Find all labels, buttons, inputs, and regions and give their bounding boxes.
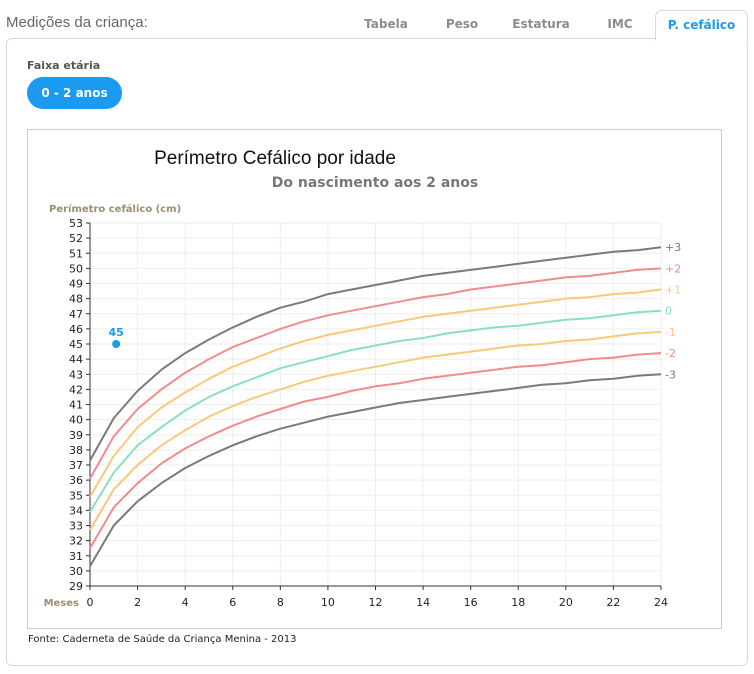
page-title: Medições da criança: (6, 14, 148, 31)
x-tick-label: 20 (559, 596, 573, 609)
x-tick-label: 18 (511, 596, 525, 609)
y-tick-label: 48 (69, 293, 83, 306)
x-tick-label: 0 (87, 596, 94, 609)
x-tick-label: 10 (321, 596, 335, 609)
y-tick-label: 42 (69, 383, 83, 396)
growth-chart: 2930313233343536373839404142434445464748… (44, 148, 682, 609)
y-tick-label: 36 (69, 474, 83, 487)
series-line (89, 246, 662, 461)
y-tick-label: 30 (69, 565, 83, 578)
y-tick-label: 44 (69, 353, 83, 366)
chart-container: 29 30 31 32 33 34 35 36 37 38 39 40 41 42 43 44 45 46 47 48… (27, 129, 722, 629)
series-label: -3 (665, 368, 676, 381)
x-tick-label: 6 (229, 596, 236, 609)
series-line (89, 330, 662, 531)
y-tick-label: 45 (69, 338, 83, 351)
x-axis-title: Meses (44, 598, 79, 609)
series-label: +1 (665, 284, 681, 297)
chart-axes: 2930313233343536373839404142434445464748… (69, 217, 668, 609)
x-tick-label: 8 (277, 596, 284, 609)
y-tick-label: 35 (69, 489, 83, 502)
y-tick-label: 40 (69, 414, 83, 427)
y-tick-label: 39 (69, 429, 83, 442)
series-label: -2 (665, 347, 676, 360)
x-tick-label: 4 (182, 596, 189, 609)
x-tick-label: 22 (606, 596, 620, 609)
y-tick-label: 37 (69, 459, 83, 472)
series-label: +2 (665, 262, 681, 275)
x-tick-label: 24 (654, 596, 668, 609)
chart-title: Perímetro Cefálico por idade (154, 148, 396, 169)
y-tick-label: 32 (69, 535, 83, 548)
x-tick-label: 14 (416, 596, 430, 609)
chart-series: +3 +2 +1 0 -1 -2 -3 45 (89, 241, 681, 567)
y-tick-label: 33 (69, 520, 83, 533)
y-tick-label: 52 (69, 232, 83, 245)
tab-imc[interactable]: IMC (607, 17, 633, 31)
y-tick-label: 49 (69, 278, 83, 291)
y-tick-label: 34 (69, 504, 83, 517)
series-line (89, 373, 662, 567)
series-line (89, 352, 662, 549)
series-label: +3 (665, 241, 681, 254)
series-line (89, 309, 662, 513)
measurement-point (112, 340, 121, 348)
x-tick-label: 12 (369, 596, 383, 609)
y-tick-label: 29 (69, 580, 83, 593)
y-tick-label: 51 (69, 247, 83, 260)
y-tick-label: 53 (69, 217, 83, 230)
source-note: Fonte: Caderneta de Saúde da Criança Men… (28, 634, 297, 645)
series-line (89, 288, 662, 498)
chart-subtitle: Do nascimento aos 2 anos (272, 175, 478, 191)
age-range-button[interactable]: 0 - 2 anos (27, 77, 122, 109)
x-tick-label: 2 (134, 596, 141, 609)
series-line (89, 267, 662, 480)
series-label: 0 (665, 305, 672, 318)
tab-tabela[interactable]: Tabela (364, 17, 408, 31)
series-label: -1 (665, 326, 676, 339)
x-tick-label: 16 (464, 596, 478, 609)
tab-perimetro-cefalico[interactable]: P. cefálico (655, 10, 748, 41)
y-tick-label: 47 (69, 308, 83, 321)
measurement-label: 45 (109, 326, 124, 339)
age-range-label: Faixa etária (27, 59, 101, 72)
tab-estatura[interactable]: Estatura (512, 17, 570, 31)
y-axis-title: Perímetro cefálico (cm) (49, 203, 181, 215)
tab-peso[interactable]: Peso (445, 17, 479, 31)
y-tick-label: 41 (69, 399, 83, 412)
y-tick-label: 43 (69, 368, 83, 381)
y-tick-label: 46 (69, 323, 83, 336)
y-tick-label: 50 (69, 262, 83, 275)
y-tick-label: 31 (69, 550, 83, 563)
y-tick-label: 38 (69, 444, 83, 457)
